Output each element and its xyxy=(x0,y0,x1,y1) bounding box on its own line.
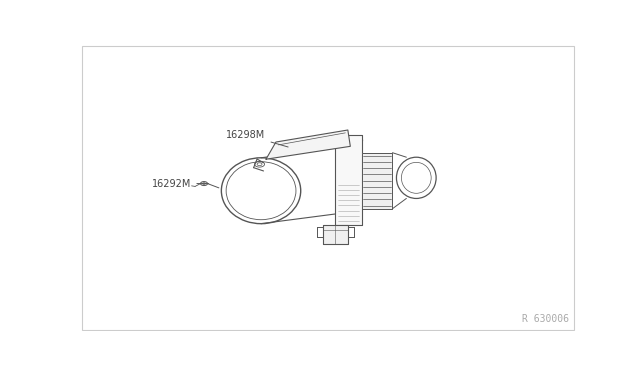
Text: 16292M: 16292M xyxy=(152,179,209,189)
Text: R 630006: R 630006 xyxy=(522,314,568,324)
Polygon shape xyxy=(335,135,362,225)
Text: 16298M: 16298M xyxy=(227,130,288,147)
Polygon shape xyxy=(323,225,348,244)
Polygon shape xyxy=(362,153,392,209)
Polygon shape xyxy=(266,130,350,159)
